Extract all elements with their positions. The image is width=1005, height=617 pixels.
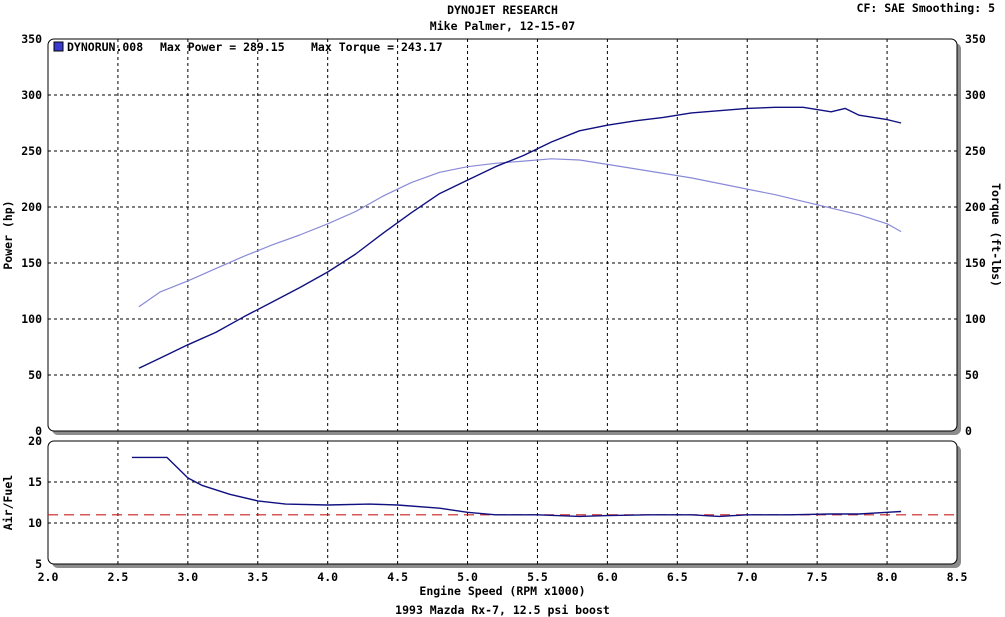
x-tick-label: 2.5	[108, 570, 129, 584]
x-tick-label: 5.0	[457, 570, 478, 584]
afr-tick-label: 5	[35, 557, 42, 571]
x-tick-label: 7.0	[737, 570, 758, 584]
y-tick-label: 0	[35, 424, 42, 438]
x-tick-label: 8.5	[947, 570, 968, 584]
legend-swatch	[53, 41, 64, 52]
y-tick-label: 300	[21, 88, 42, 102]
y-tick-label: 350	[21, 32, 42, 46]
x-tick-label: 3.0	[177, 570, 198, 584]
y-tick-label: 250	[21, 144, 42, 158]
legend-max-torque: Max Torque = 243.17	[311, 40, 443, 54]
afr-axis-title: Air/Fuel	[1, 475, 15, 530]
x-tick-label: 4.0	[317, 570, 338, 584]
power-line	[138, 106, 902, 369]
y-tick-label: 200	[21, 200, 42, 214]
correction-info: CF: SAE Smoothing: 5	[856, 1, 995, 15]
y2-tick-label: 200	[965, 200, 986, 214]
chart-title: DYNOJET RESEARCH	[447, 3, 558, 17]
chart-subtitle: Mike Palmer, 12-15-07	[429, 19, 576, 33]
y2-tick-label: 250	[965, 144, 986, 158]
power-plot-frame	[47, 38, 958, 432]
afr-line	[131, 456, 902, 518]
x-tick-label: 8.0	[877, 570, 898, 584]
x-tick-label: 7.5	[807, 570, 828, 584]
y-tick-label: 50	[28, 368, 42, 382]
x-tick-label: 2.0	[38, 570, 59, 584]
x-axis-title: Engine Speed (RPM x1000)	[419, 584, 585, 598]
x-tick-label: 6.5	[667, 570, 688, 584]
y-tick-label: 100	[21, 312, 42, 326]
legend-run: DYNORUN.008	[67, 40, 143, 54]
y2-tick-label: 0	[965, 424, 972, 438]
x-tick-label: 3.5	[247, 570, 268, 584]
afr-tick-label: 10	[28, 516, 42, 530]
y2-tick-label: 350	[965, 32, 986, 46]
torque-line	[138, 158, 902, 308]
y-tick-label: 150	[21, 256, 42, 270]
y2-tick-label: 100	[965, 312, 986, 326]
afr-tick-label: 15	[28, 475, 42, 489]
legend-max-power: Max Power = 289.15	[160, 40, 285, 54]
x-tick-label: 4.5	[387, 570, 408, 584]
afr-plot-frame	[47, 440, 958, 565]
x-tick-label: 6.0	[597, 570, 618, 584]
x-tick-label: 5.5	[527, 570, 548, 584]
y2-tick-label: 150	[965, 256, 986, 270]
y2-tick-label: 50	[965, 368, 979, 382]
y-axis-title: Power (hp)	[1, 200, 15, 269]
chart-caption: 1993 Mazda Rx-7, 12.5 psi boost	[395, 603, 610, 617]
y2-axis-title: Torque (ft-lbs)	[989, 183, 1003, 287]
y2-tick-label: 300	[965, 88, 986, 102]
afr-tick-label: 20	[28, 434, 42, 448]
